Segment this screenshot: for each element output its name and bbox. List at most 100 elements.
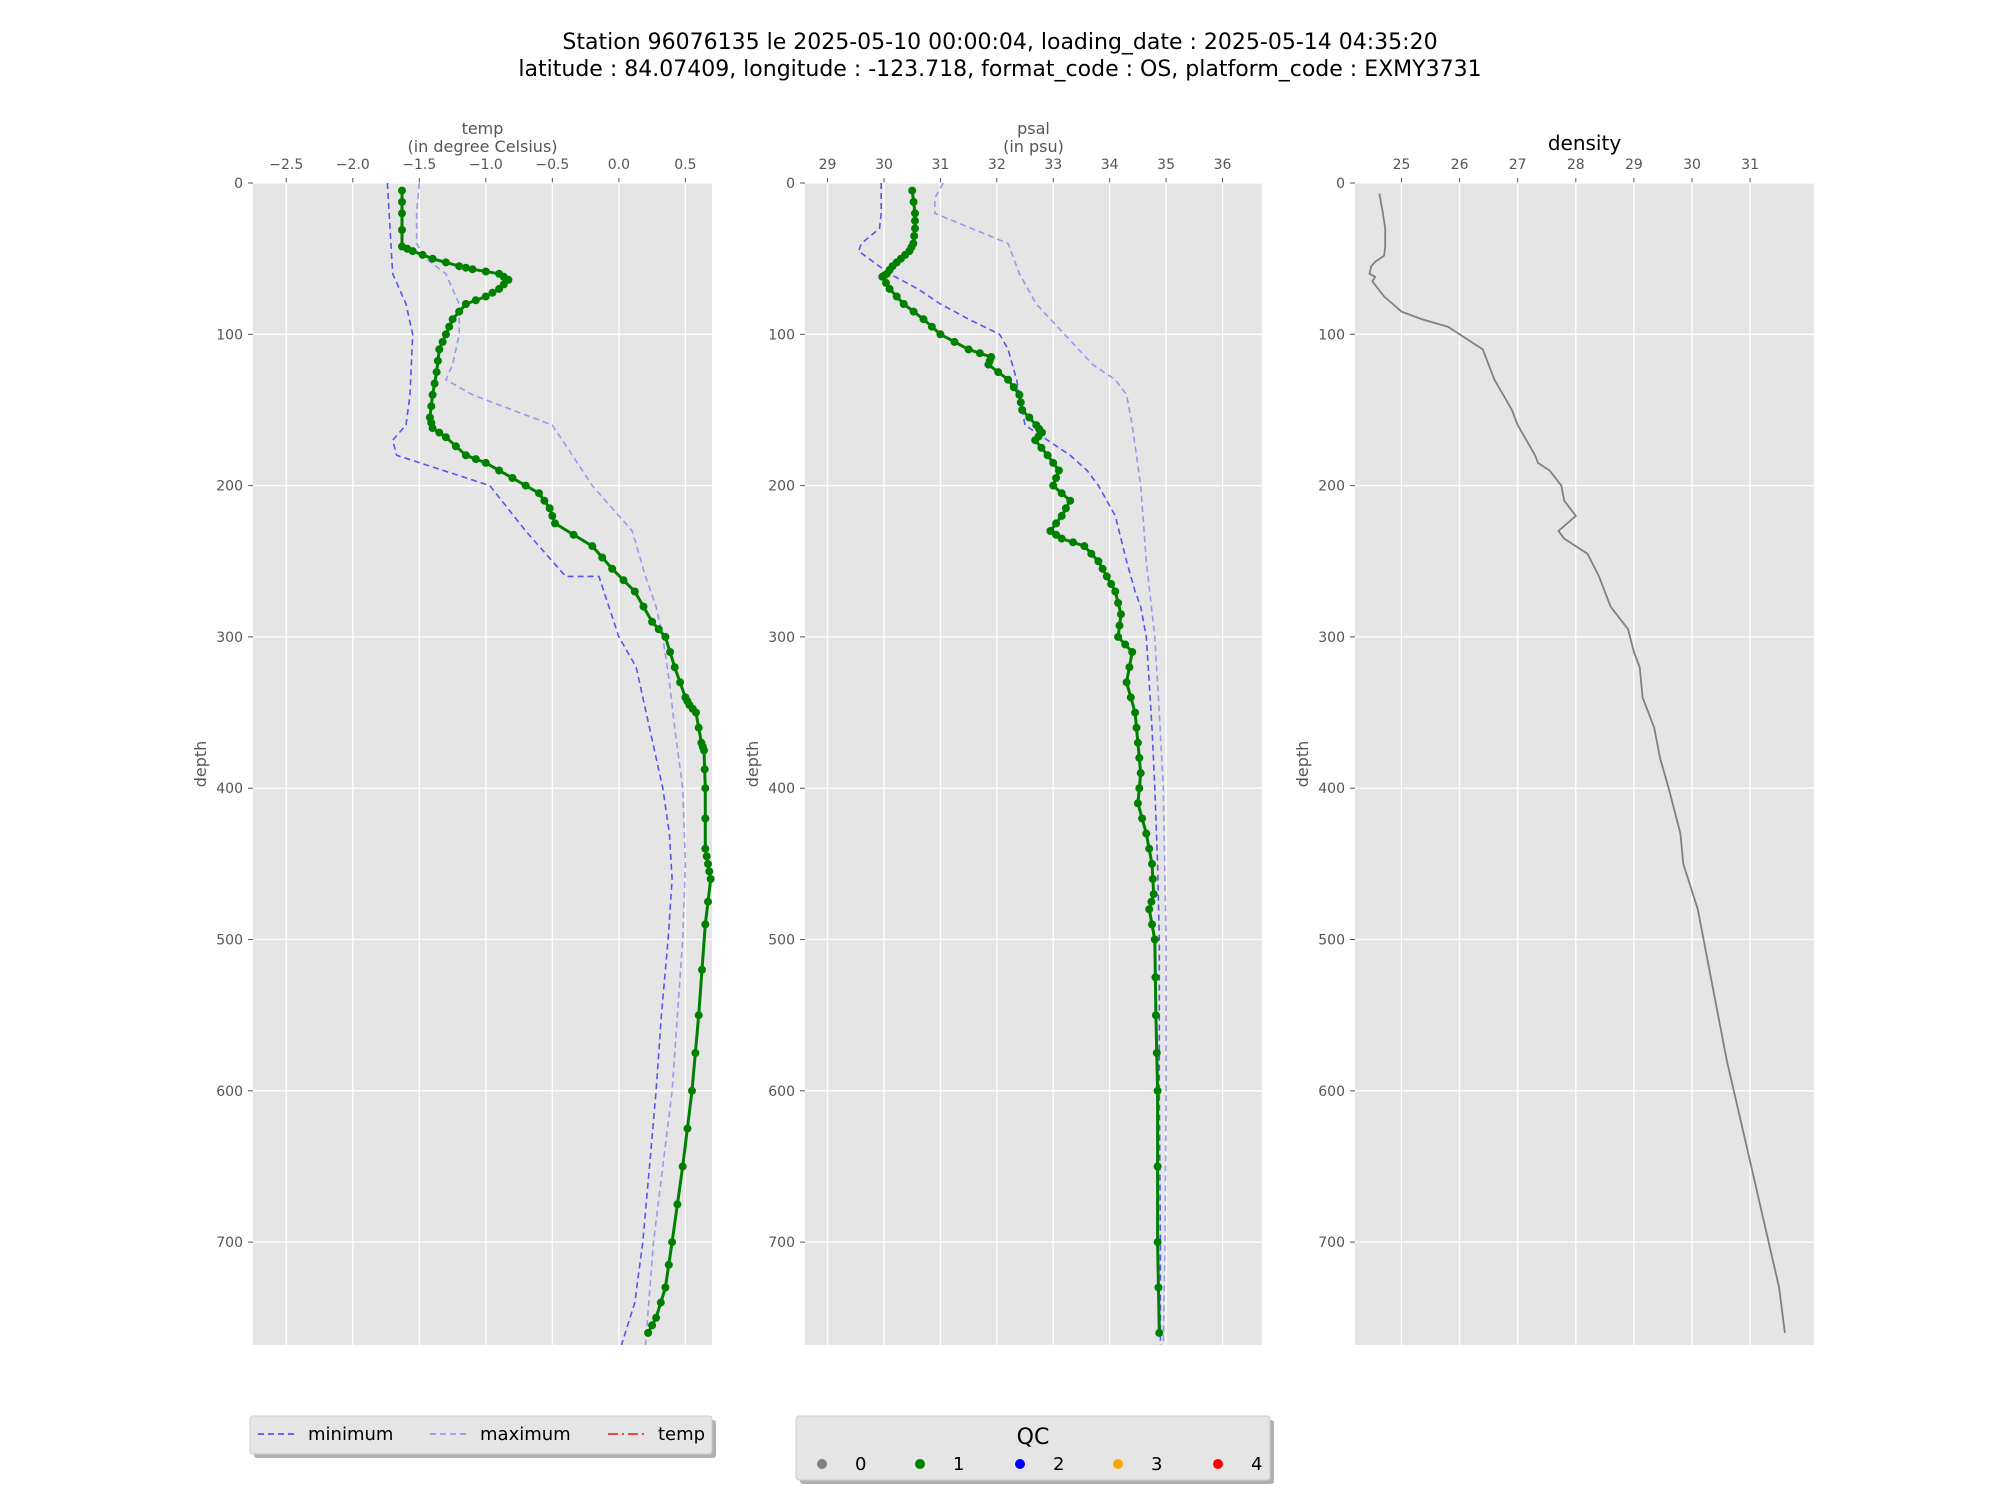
- data-point: [676, 678, 685, 687]
- data-point: [1154, 1283, 1163, 1292]
- legends: minimum maximum temp QC 0 1 2 3 4: [249, 1415, 1274, 1484]
- data-point: [706, 875, 715, 883]
- data-point: [1054, 466, 1063, 475]
- data-point: [1148, 920, 1156, 929]
- data-point: [1150, 935, 1159, 944]
- legend-qc-box: [795, 1415, 1271, 1481]
- data-point: [1069, 538, 1077, 547]
- data-point: [495, 466, 504, 475]
- data-point: [545, 504, 554, 513]
- y-tick-label: 0: [234, 176, 243, 192]
- data-point: [398, 186, 406, 195]
- x-tick-label: 32: [988, 157, 1006, 173]
- x-tick-label: 31: [931, 157, 949, 173]
- data-point: [435, 345, 444, 354]
- plot-area-temp: [253, 183, 712, 1345]
- data-point: [1151, 973, 1160, 982]
- data-point: [608, 564, 617, 573]
- data-point: [670, 663, 679, 672]
- data-point: [548, 511, 557, 520]
- y-tick-label: 600: [768, 1084, 795, 1100]
- data-point: [1131, 708, 1140, 717]
- data-point: [1149, 890, 1158, 899]
- data-point: [430, 379, 439, 388]
- data-point: [1152, 1049, 1161, 1057]
- data-point: [461, 300, 470, 308]
- data-point: [1138, 814, 1147, 823]
- data-point: [950, 337, 959, 346]
- data-point: [688, 1086, 696, 1095]
- legend-qc-label: 2: [1053, 1454, 1064, 1475]
- data-point: [1049, 458, 1058, 467]
- data-point: [911, 216, 919, 225]
- data-point: [678, 1162, 687, 1171]
- data-point: [936, 330, 945, 339]
- data-point: [441, 330, 450, 339]
- data-point: [683, 1124, 692, 1133]
- y-tick-label: 300: [768, 630, 795, 646]
- legend-line-label: temp: [658, 1424, 705, 1445]
- data-point: [984, 360, 993, 369]
- x-tick-label: 30: [1683, 157, 1701, 173]
- data-point: [648, 617, 657, 626]
- data-point: [892, 292, 901, 301]
- data-point: [569, 530, 578, 539]
- data-point: [700, 765, 709, 774]
- data-point: [648, 1321, 657, 1330]
- data-point: [1018, 406, 1027, 414]
- legend-qc-marker: [1213, 1459, 1223, 1469]
- data-point: [1135, 753, 1144, 762]
- data-point: [1151, 1011, 1160, 1020]
- data-point: [1107, 580, 1116, 588]
- data-point: [432, 368, 441, 377]
- y-tick-label: 500: [1318, 933, 1345, 949]
- data-point: [488, 288, 497, 297]
- data-point: [461, 451, 470, 460]
- y-tick-label: 100: [768, 327, 795, 343]
- y-tick-label: 300: [216, 630, 243, 646]
- y-tick-label: 400: [216, 781, 243, 797]
- x-tick-label: 28: [1567, 157, 1585, 173]
- data-point: [1080, 542, 1089, 551]
- data-point: [455, 307, 464, 316]
- plot-area-density: [1355, 183, 1814, 1345]
- data-point: [1153, 1162, 1162, 1171]
- panel-title-psal: psal: [1017, 119, 1050, 138]
- legend-qc-label: 4: [1251, 1454, 1262, 1475]
- data-point: [535, 489, 543, 498]
- data-point: [878, 272, 887, 281]
- y-tick-label: 700: [1318, 1235, 1345, 1251]
- data-point: [692, 708, 700, 717]
- x-tick-label: −2.0: [336, 157, 370, 173]
- data-point: [1057, 511, 1066, 520]
- data-point: [418, 250, 427, 259]
- data-point: [1121, 640, 1130, 649]
- data-point: [428, 254, 437, 263]
- data-point: [654, 625, 663, 634]
- x-tick-label: 0.5: [674, 157, 696, 173]
- data-point: [428, 390, 437, 399]
- data-point: [481, 292, 490, 301]
- data-point: [1132, 723, 1141, 732]
- data-point: [919, 315, 928, 324]
- data-point: [438, 337, 447, 346]
- data-point: [1136, 769, 1145, 778]
- data-point: [1114, 632, 1123, 641]
- data-point: [1153, 1238, 1162, 1247]
- data-point: [927, 322, 936, 331]
- legend-line-label: maximum: [480, 1424, 571, 1445]
- data-point: [1037, 443, 1046, 452]
- data-point: [908, 186, 917, 195]
- data-point: [1052, 519, 1061, 528]
- data-point: [704, 897, 712, 906]
- data-point: [445, 322, 454, 331]
- series-line-minimum: [386, 182, 673, 1346]
- data-point: [664, 1260, 673, 1269]
- panels: −2.5 −2.0 −1.5 −1.0 −0.5 0.0 0.501002003004005…: [191, 119, 1814, 1346]
- data-point: [398, 197, 406, 206]
- x-tick-label: −0.5: [535, 157, 569, 173]
- data-point: [1049, 481, 1058, 490]
- data-point: [702, 852, 711, 861]
- y-axis-label-temp: depth: [191, 741, 210, 788]
